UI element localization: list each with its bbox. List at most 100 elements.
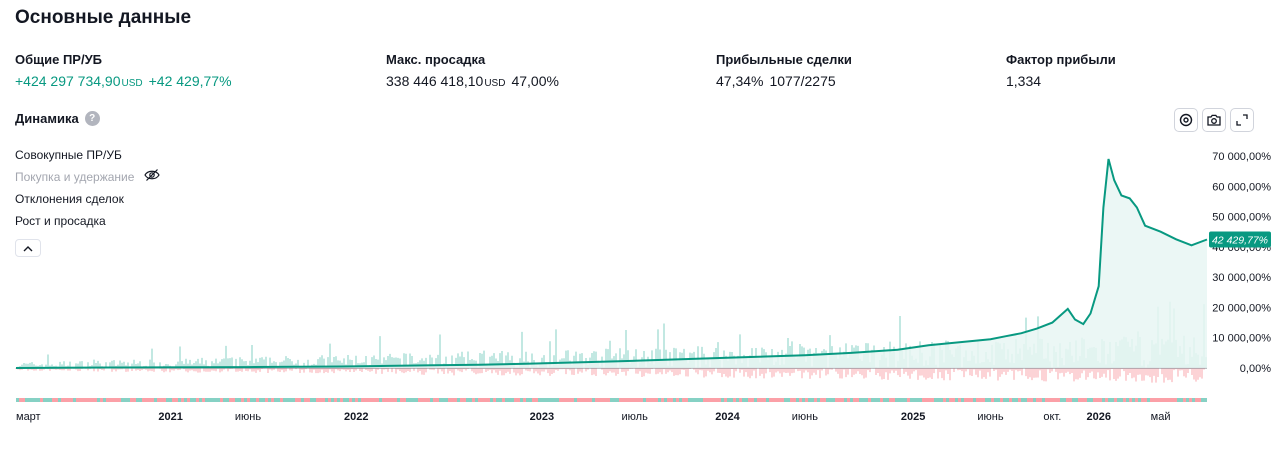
strip-segment (517, 398, 520, 402)
strip-segment (16, 398, 19, 402)
strip-segment (796, 398, 799, 402)
strip-segment (733, 398, 736, 402)
strip-segment (427, 398, 430, 402)
strip-segment (688, 398, 691, 402)
strip-segment (538, 398, 541, 402)
strip-segment (919, 398, 922, 402)
strip-segment (322, 398, 325, 402)
strip-segment (910, 398, 913, 402)
strip-segment (661, 398, 664, 402)
y-tick-label: 60 000,00% (1212, 181, 1271, 193)
strip-segment (1105, 398, 1108, 402)
strip-segment (1027, 398, 1030, 402)
strip-segment (949, 398, 952, 402)
strip-segment (232, 398, 235, 402)
strip-segment (373, 398, 376, 402)
strip-segment (73, 398, 76, 402)
x-tick-label: июнь (792, 411, 818, 423)
strip-segment (928, 398, 931, 402)
equity-chart[interactable]: 0,00%10 000,00%20 000,00%30 000,00%40 00… (0, 140, 1280, 440)
legend-collapse-button[interactable] (15, 239, 41, 257)
strip-segment (94, 398, 97, 402)
strip-segment (1129, 398, 1132, 402)
strip-segment (1042, 398, 1045, 402)
strip-segment (205, 398, 208, 402)
x-tick-label: 2021 (158, 411, 182, 423)
strip-segment (340, 398, 343, 402)
strip-segment (520, 398, 523, 402)
legend-item-buy-hold[interactable]: Покупка и удержание (15, 168, 161, 191)
x-tick-label: май (1151, 411, 1171, 423)
strip-segment (613, 398, 616, 402)
strip-segment (841, 398, 844, 402)
strip-segment (100, 398, 103, 402)
screenshot-button[interactable] (1202, 108, 1226, 132)
strip-segment (586, 398, 589, 402)
last-value-label: 42 429,77% (1212, 234, 1268, 246)
question-icon[interactable]: ? (84, 111, 100, 126)
strip-segment (943, 398, 946, 402)
strip-segment (997, 398, 1000, 402)
strip-segment (784, 398, 787, 402)
strip-segment (649, 398, 652, 402)
strip-segment (958, 398, 961, 402)
settings-button[interactable] (1174, 108, 1198, 132)
strip-segment (1039, 398, 1042, 402)
strip-segment (916, 398, 919, 402)
strip-segment (259, 398, 262, 402)
strip-segment (379, 398, 382, 402)
strip-segment (892, 398, 895, 402)
fullscreen-button[interactable] (1230, 108, 1254, 132)
strip-segment (778, 398, 781, 402)
legend-item-runup-drawdown[interactable]: Рост и просадка (15, 213, 160, 235)
strip-segment (298, 398, 301, 402)
strip-segment (1087, 398, 1090, 402)
strip-segment (283, 398, 286, 402)
strip-segment (421, 398, 424, 402)
strip-segment (466, 398, 469, 402)
eye-off-icon[interactable] (144, 168, 161, 182)
strip-segment (1111, 398, 1114, 402)
strip-segment (1195, 398, 1198, 402)
strip-segment (853, 398, 856, 402)
strip-segment (670, 398, 673, 402)
strip-segment (70, 398, 73, 402)
strip-segment (1180, 398, 1183, 402)
strip-segment (931, 398, 934, 402)
legend-item-cumulative-pnl[interactable]: Совокупные ПР/УБ (15, 147, 160, 169)
stat-percent: 47,00% (511, 73, 559, 89)
stat-factor: 1,334 (1006, 73, 1042, 89)
strip-segment (736, 398, 739, 402)
stat-label: Общие ПР/УБ (15, 52, 103, 67)
strip-segment (1201, 398, 1204, 402)
strip-segment (946, 398, 949, 402)
strip-segment (706, 398, 709, 402)
strip-segment (727, 398, 730, 402)
strip-segment (967, 398, 970, 402)
chevron-up-icon (23, 245, 33, 251)
strip-segment (1147, 398, 1150, 402)
strip-segment (844, 398, 847, 402)
legend-item-trade-excursions[interactable]: Отклонения сделок (15, 191, 160, 213)
strip-segment (547, 398, 550, 402)
x-tick-label: июнь (235, 411, 261, 423)
strip-segment (874, 398, 877, 402)
strip-segment (85, 398, 88, 402)
strip-segment (226, 398, 229, 402)
strip-segment (439, 398, 442, 402)
strip-segment (463, 398, 466, 402)
x-tick-label: июль (622, 411, 649, 423)
strip-segment (823, 398, 826, 402)
strip-segment (574, 398, 577, 402)
stat-label: Фактор прибыли (1006, 52, 1116, 67)
strip-segment (979, 398, 982, 402)
strip-segment (526, 398, 529, 402)
strip-segment (934, 398, 937, 402)
strip-segment (1192, 398, 1195, 402)
strip-segment (19, 398, 22, 402)
strip-segment (61, 398, 64, 402)
strip-segment (1075, 398, 1078, 402)
strip-segment (619, 398, 622, 402)
strip-segment (253, 398, 256, 402)
strip-segment (268, 398, 271, 402)
